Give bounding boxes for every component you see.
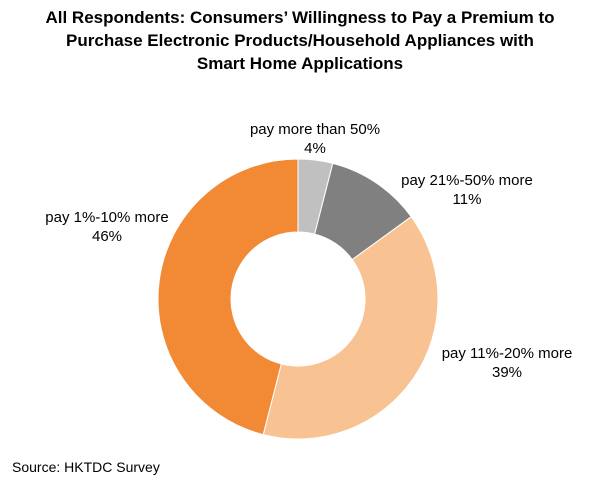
donut-slices <box>157 158 439 440</box>
slice-label-21-50: pay 21%-50% more 11% <box>392 171 542 209</box>
slice-label-11-20: pay 11%-20% more 39% <box>432 344 582 382</box>
slice-value-text: 11% <box>452 191 482 208</box>
chart-title-line-2: Purchase Electronic Products/Household A… <box>66 31 534 50</box>
slice-label-text: pay 1%-10% more <box>45 209 169 226</box>
slice-value-text: 4% <box>304 140 326 157</box>
donut-slice-3 <box>262 216 439 440</box>
slice-value-text: 39% <box>491 364 523 381</box>
slice-label-text: pay 21%-50% more <box>401 172 533 189</box>
chart-title-line-1: All Respondents: Consumers’ Willingness … <box>45 8 555 27</box>
slice-label-text: pay 11%-20% more <box>441 345 573 362</box>
slice-value-text: 46% <box>91 228 123 245</box>
chart-title-line-3: Smart Home Applications <box>196 54 404 73</box>
slice-label-more-than-50: pay more than 50% 4% <box>240 120 390 158</box>
donut-slice-4 <box>157 158 299 436</box>
slice-label-1-10: pay 1%-10% more 46% <box>32 208 182 246</box>
slice-label-text: pay more than 50% <box>249 121 381 138</box>
chart-title: All Respondents: Consumers’ Willingness … <box>0 6 600 75</box>
source-note: Source: HKTDC Survey <box>12 459 160 475</box>
